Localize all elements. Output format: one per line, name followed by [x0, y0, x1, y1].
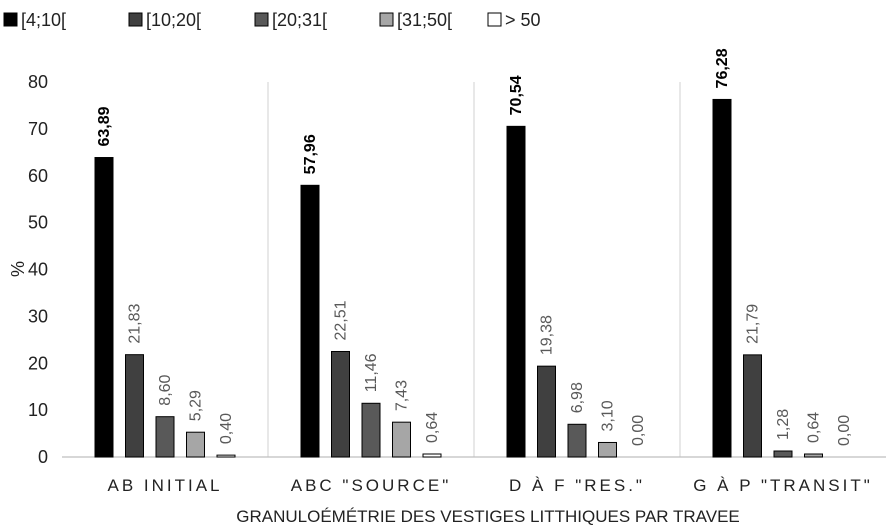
legend-swatch	[254, 12, 269, 27]
legend-label: [10;20[	[146, 10, 201, 30]
bar	[94, 157, 114, 458]
data-label: 22,51	[333, 300, 350, 340]
data-label: 0,00	[836, 415, 853, 446]
data-label: 8,60	[157, 374, 174, 405]
bar	[537, 365, 556, 458]
bar	[392, 421, 411, 458]
data-label: 63,89	[96, 106, 113, 146]
bar	[125, 354, 144, 458]
data-label: 76,28	[714, 48, 731, 88]
legend-label: [31;50[	[397, 10, 452, 30]
data-label: 11,46	[363, 353, 380, 392]
data-label: 3,10	[600, 400, 617, 431]
bars	[94, 98, 823, 458]
bar	[186, 431, 205, 458]
y-tick-label: 50	[28, 213, 48, 233]
bar	[598, 441, 617, 458]
bar	[300, 184, 320, 458]
y-axis-title: %	[8, 261, 28, 277]
data-label: 19,38	[539, 315, 556, 355]
legend-swatch	[379, 12, 394, 27]
bar	[743, 354, 762, 458]
data-label: 7,43	[394, 380, 411, 411]
category-label: AB INITIAL	[107, 476, 222, 495]
bar	[506, 125, 526, 458]
legend: [4;10[ [10;20[ [20;31[ [31;50[ > 50	[3, 10, 541, 30]
data-label: 6,98	[569, 382, 586, 413]
category-label: G À P "TRANSIT"	[693, 476, 873, 495]
bar	[422, 453, 442, 458]
legend-swatch	[128, 12, 143, 27]
bar	[773, 450, 793, 458]
y-axis: 0 10 20 30 40 50 60 70 80	[28, 72, 48, 467]
category-label: D À F "RES."	[509, 476, 645, 495]
data-label: 21,79	[745, 304, 762, 344]
y-tick-label: 40	[28, 260, 48, 280]
category-label: ABC "SOURCE"	[291, 476, 451, 495]
y-tick-label: 80	[28, 72, 48, 92]
bar	[155, 416, 175, 458]
bar	[361, 402, 381, 458]
data-label: 0,64	[806, 412, 823, 443]
legend-swatch	[487, 12, 502, 27]
legend-label: > 50	[505, 10, 541, 30]
category-separators	[62, 82, 886, 458]
data-label: 5,29	[188, 390, 205, 421]
y-tick-label: 10	[28, 400, 48, 420]
legend-label: [20;31[	[272, 10, 327, 30]
x-axis: AB INITIAL ABC "SOURCE" D À F "RES." G À P …	[107, 476, 873, 495]
bar	[216, 454, 236, 458]
data-label: 1,28	[775, 409, 792, 440]
data-label: 70,54	[508, 75, 525, 115]
data-label: 0,40	[218, 413, 235, 444]
legend-swatch	[3, 12, 18, 27]
y-tick-label: 0	[38, 447, 48, 467]
data-label: 0,00	[630, 415, 647, 446]
bar	[804, 453, 823, 458]
bar	[331, 350, 350, 458]
y-tick-label: 60	[28, 166, 48, 186]
data-label: 21,83	[127, 304, 144, 344]
data-label: 0,64	[424, 412, 441, 443]
bar	[567, 423, 587, 458]
y-tick-label: 20	[28, 353, 48, 373]
x-axis-title: GRANULOÉMÉTRIE DES VESTIGES LITTHIQUES P…	[236, 507, 740, 526]
data-label: 57,96	[302, 134, 319, 174]
legend-label: [4;10[	[21, 10, 66, 30]
bar	[712, 98, 732, 458]
y-tick-label: 70	[28, 119, 48, 139]
y-tick-label: 30	[28, 306, 48, 326]
data-labels: 63,89 21,83 8,60 5,29 0,40 57,96 22,51 11,46 7,4…	[96, 48, 853, 446]
